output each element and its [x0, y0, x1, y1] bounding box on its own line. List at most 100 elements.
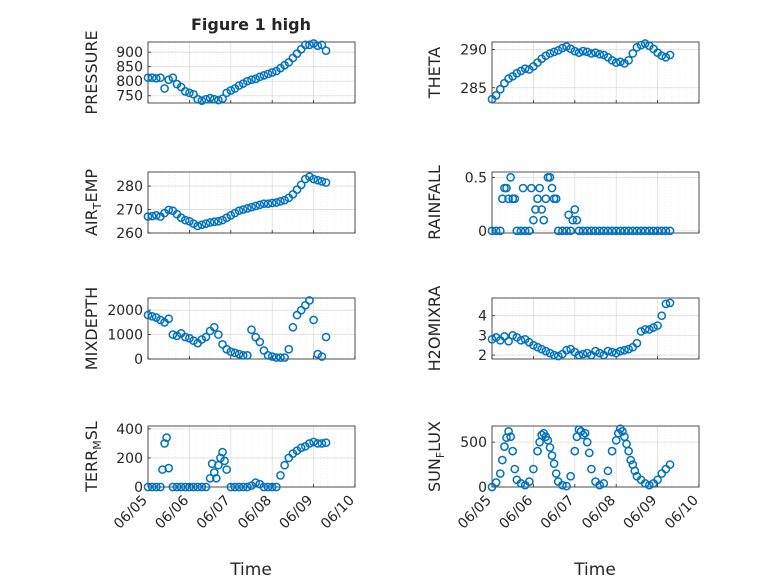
- data-point: [321, 178, 331, 187]
- x-tick-label: 06/10: [662, 493, 702, 533]
- data-point: [205, 218, 215, 227]
- data-point: [276, 353, 285, 362]
- data-point: [607, 347, 617, 357]
- data-point: [147, 311, 157, 321]
- data-point: [201, 219, 211, 228]
- data-point: [553, 226, 563, 236]
- subplot-terr-msl: 0 200 400 TERRMSL 06/05 06/06 06/07 06/08 06/09 0…: [82, 421, 358, 532]
- y-tick-label: 270: [116, 203, 143, 219]
- data-point: [201, 482, 211, 492]
- y-tick-label: 285: [460, 81, 487, 97]
- data-point: [197, 220, 207, 230]
- data-point: [599, 226, 609, 236]
- data-point: [288, 322, 298, 332]
- data-point: [595, 226, 604, 236]
- data-point: [545, 348, 555, 358]
- data-point: [495, 226, 505, 236]
- data-point: [558, 226, 567, 236]
- data-point: [263, 482, 273, 492]
- y-tick-label: 2: [478, 348, 487, 364]
- data-point: [305, 40, 314, 50]
- axes-box: [147, 41, 356, 104]
- data-point: [640, 226, 650, 236]
- data-point: [566, 471, 576, 481]
- data-point: [613, 428, 623, 438]
- data-point: [628, 49, 638, 58]
- data-point: [578, 46, 588, 56]
- data-point: [624, 446, 633, 456]
- data-point: [531, 205, 540, 214]
- data-point: [317, 439, 327, 448]
- data-point: [636, 226, 646, 236]
- data-point: [220, 456, 229, 466]
- data-point: [587, 49, 596, 58]
- data-point: [321, 438, 331, 448]
- data-point: [653, 475, 662, 485]
- data-point: [180, 215, 190, 225]
- data-point: [574, 350, 584, 360]
- data-point: [189, 482, 198, 492]
- data-point: [665, 298, 675, 308]
- data-point: [160, 84, 169, 93]
- x-tick-label: 06/08: [579, 493, 619, 533]
- axes-box: [491, 425, 700, 488]
- data-point: [309, 174, 318, 184]
- data-point: [578, 349, 588, 359]
- data-point: [151, 482, 161, 492]
- data-point: [197, 96, 207, 106]
- data-point: [243, 482, 252, 492]
- data-point: [607, 226, 617, 236]
- data-point: [218, 94, 227, 103]
- data-point: [243, 76, 252, 86]
- data-point: [591, 346, 600, 356]
- data-point: [321, 332, 331, 342]
- data-point: [533, 194, 542, 204]
- y-axis-label-mixdepth: MIXDEPTH: [82, 287, 101, 370]
- data-point: [520, 226, 530, 236]
- subplot-rainfall: 0 0.5 RAINFALL: [425, 165, 700, 240]
- y-axis-label-h2omixra: H2OMIXRA: [425, 286, 444, 372]
- data-point: [487, 226, 497, 236]
- data-point: [156, 73, 165, 83]
- data-point: [622, 439, 631, 449]
- data-point: [582, 348, 592, 358]
- y-tick-label: 0: [478, 480, 487, 496]
- data-point: [518, 183, 528, 193]
- data-point: [603, 466, 613, 476]
- data-point: [595, 480, 604, 490]
- data-point: [247, 75, 256, 85]
- subplot-sun-flux: 0 500 SUNFLUX 06/05 06/06 06/07 06/08 06/09 06/1…: [425, 421, 702, 532]
- data-point: [491, 478, 501, 487]
- data-point: [644, 226, 654, 236]
- data-point: [508, 446, 518, 456]
- data-point: [143, 482, 153, 492]
- data-point: [234, 349, 244, 359]
- data-point: [549, 47, 559, 57]
- data-point: [578, 430, 588, 440]
- data-point: [151, 211, 161, 220]
- data-point: [491, 91, 501, 100]
- data-point: [205, 93, 215, 103]
- data-point: [176, 482, 186, 492]
- y-tick-label: 280: [116, 179, 143, 195]
- data-point: [630, 466, 640, 476]
- data-point: [661, 464, 671, 474]
- y-tick-label: 3: [478, 328, 487, 344]
- data-point: [234, 206, 244, 216]
- data-point: [570, 446, 580, 456]
- data-point: [230, 348, 240, 358]
- y-axis-label-rainfall: RAINFALL: [425, 165, 444, 240]
- data-point: [168, 482, 178, 492]
- data-point: [222, 465, 232, 474]
- y-tick-label: 500: [460, 435, 487, 451]
- data-point: [172, 482, 182, 492]
- data-point: [529, 340, 538, 350]
- data-point: [611, 226, 621, 236]
- data-point: [156, 482, 165, 492]
- data-point: [147, 211, 157, 221]
- data-point: [147, 482, 157, 492]
- data-point: [185, 482, 194, 492]
- data-point: [271, 353, 281, 362]
- data-point: [313, 41, 323, 51]
